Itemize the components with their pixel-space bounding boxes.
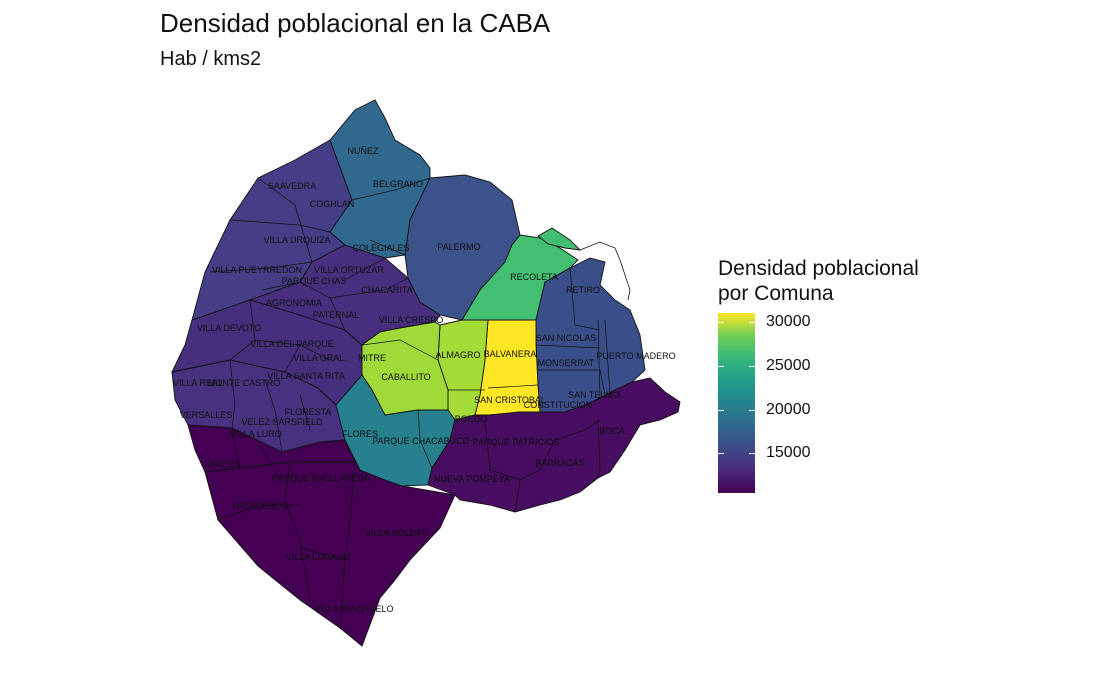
legend-tick-label: 25000 [766, 356, 811, 374]
map-subtitle: Hab / kms2 [160, 48, 262, 70]
label-puerto-madero: PUERTO MADERO [596, 351, 675, 361]
legend-title: Densidad poblacional por Comuna [718, 256, 919, 306]
barrio-borders [209, 177, 611, 629]
label-velez-sarsfield: VELEZ SARSFIELD [241, 417, 323, 427]
label-villa-riachuelo: VILLA RIACHUELO [314, 604, 393, 614]
label-constitucion: CONSTITUCION [524, 400, 593, 410]
label-floresta: FLORESTA [285, 407, 332, 417]
label-flores: FLORES [342, 429, 378, 439]
label-san-telmo: SAN TELMO [568, 390, 620, 400]
label-villa-urquiza: VILLA URQUIZA [263, 235, 330, 245]
label-villa-pueyrredon: VILLA PUEYRREDON [212, 265, 302, 275]
barrio-labels: NUÑEZ SAAVEDRA BELGRANO COGHLAN VILLA UR… [173, 146, 676, 614]
label-saavedra: SAAVEDRA [268, 181, 316, 191]
label-retiro: RETIRO [566, 285, 600, 295]
label-villa-lugano: VILLA LUGANO [286, 552, 351, 562]
comunas-layer [171, 99, 681, 647]
label-villa-santa-rita: VILLA SANTA RITA [267, 371, 345, 381]
label-agronomia: AGRONOMIA [266, 298, 322, 308]
label-versalles: VERSALLES [180, 410, 233, 420]
map-title: Densidad poblacional en la CABA [160, 8, 551, 38]
label-caballito: CABALLITO [381, 372, 430, 382]
legend-tick-label: 30000 [766, 312, 811, 330]
label-villa-soldati: VILLA SOLDATI [365, 528, 429, 538]
label-palermo: PALERMO [437, 242, 480, 252]
label-boca: BOCA [599, 426, 625, 436]
label-liniers: LINIERS [204, 459, 239, 469]
label-san-nicolas: SAN NICOLAS [536, 333, 597, 343]
legend-title-line2: por Comuna [718, 282, 834, 305]
label-belgrano: BELGRANO [373, 179, 423, 189]
label-barracas: BARRACAS [535, 458, 585, 468]
label-villa-crespo: VILLA CRESPO [379, 315, 444, 325]
label-parque-avellaneda: PARQUE AVELLANEDA [272, 473, 370, 483]
label-recoleta: RECOLETA [510, 272, 558, 282]
label-chacarita: CHACARITA [361, 285, 412, 295]
label-villa-gral: VILLA GRAL. [293, 353, 347, 363]
legend-tick-label: 15000 [766, 444, 811, 462]
label-mataderos: MATADEROS [232, 501, 288, 511]
label-villa-luro: VILLA LURO [230, 429, 282, 439]
legend-tick-label: 20000 [766, 400, 811, 418]
label-san-cristobal: SAN CRISTOBAL [474, 395, 546, 405]
label-parque-patricios: PARQUE PATRICIOS [472, 437, 559, 447]
label-parque-chas: PARQUE CHAS [282, 276, 347, 286]
label-nueva-pompeya: NUEVA POMPEYA [434, 474, 510, 484]
label-monte-castro: MONTE CASTRO [208, 378, 281, 388]
label-villa-del-parque: VILLA DEL PARQUE [250, 339, 334, 349]
label-villa-ortuzar: VILLA ORTUZAR [314, 265, 384, 275]
label-villa-real: VILLA REAL [173, 378, 223, 388]
label-nunez: NUÑEZ [348, 146, 380, 156]
label-monserrat: MONSERRAT [538, 358, 595, 368]
label-colegiales: COLEGIALES [352, 243, 409, 253]
comuna-4[interactable] [427, 377, 681, 513]
label-paternal: PATERNAL [313, 310, 359, 320]
label-balvanera: BALVANERA [484, 349, 537, 359]
label-boedo: BOEDO [455, 414, 488, 424]
legend-title-line1: Densidad poblacional [718, 257, 919, 280]
coastline-detail [579, 241, 631, 301]
label-villa-devoto: VILLA DEVOTO [197, 323, 261, 333]
legend-colorbar [718, 313, 755, 493]
label-almagro: ALMAGRO [435, 350, 480, 360]
label-coghlan: COGHLAN [310, 199, 355, 209]
label-parque-chacabuco: PARQUE CHACABUCO [372, 436, 469, 446]
label-mitre: MITRE [358, 353, 386, 363]
